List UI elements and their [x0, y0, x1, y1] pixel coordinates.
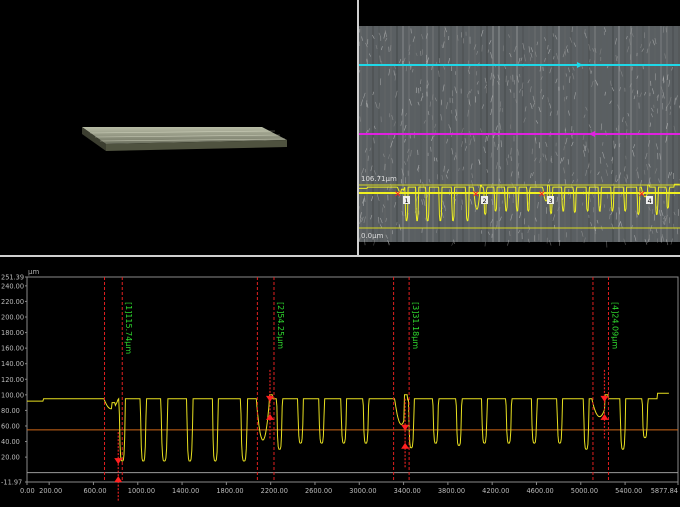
x-tick-label: 600.00: [83, 487, 106, 495]
marker-cross-icon: ✕: [538, 190, 546, 200]
marker-cross-icon: ✕: [394, 190, 402, 200]
3d-surface-end: [82, 127, 106, 151]
x-tick-label: 2600.00: [305, 487, 332, 495]
x-tick-label: 3800.00: [438, 487, 465, 495]
y-tick-label: 200.00: [1, 314, 24, 322]
x-axis-ticks: 0.00 200.00 600.00 1000.00 1400.00 1800.00 220…: [20, 482, 679, 495]
measure-value-label: [2]54.25μm: [276, 302, 285, 349]
marker-label-4: 4: [648, 197, 652, 205]
y-tick-label: 220.00: [1, 298, 24, 306]
measure-marker-4[interactable]: ✕ 4: [638, 190, 653, 205]
marker-label-1: 1: [405, 197, 409, 205]
x-tick-label: 3400.00: [394, 487, 421, 495]
y-unit-label: μm: [28, 268, 39, 276]
measure-markers: ✕ 1 ✕ 2 ✕ 3 ✕ 4: [394, 190, 653, 205]
optical-image-panel[interactable]: 106.71μm 0.0μm ✕ 1 ✕ 2 ✕ 3 ✕ 4: [359, 0, 680, 255]
3d-surface-render[interactable]: [0, 0, 357, 255]
panel-divider-horizontal[interactable]: [0, 255, 680, 257]
x-tick-label: 5400.00: [615, 487, 642, 495]
measure-arrow-down-icon: [401, 424, 410, 431]
x-tick-label: 4600.00: [526, 487, 553, 495]
x-tick-label: 0.00: [20, 487, 35, 495]
profile-chart-panel[interactable]: μm 251.39 240.00 220.00 200.00 180.00 160.00 1…: [0, 257, 680, 507]
measure-marker-1[interactable]: ✕ 1: [394, 190, 410, 205]
measurement-1[interactable]: [1]115.74μm: [104, 277, 134, 503]
x-tick-label: 1000.00: [128, 487, 155, 495]
y-tick-label: -11.97: [1, 479, 22, 487]
y-tick-label: 140.00: [1, 360, 24, 368]
measurement-4[interactable]: [4]24.09μm: [592, 277, 620, 482]
y-tick-label: 120.00: [1, 376, 24, 384]
measure-arrow-down-icon: [600, 395, 609, 402]
x-tick-label: 2200.00: [261, 487, 288, 495]
marker-label-3: 3: [549, 197, 553, 205]
x-tick-label: 5000.00: [571, 487, 598, 495]
measure-arrow-up-icon: [265, 413, 274, 420]
x-tick-label: 1800.00: [216, 487, 243, 495]
measure-arrow-up-icon: [600, 413, 609, 420]
measure-arrow-up-icon: [114, 476, 123, 483]
marker-cross-icon: ✕: [472, 190, 480, 200]
x-tick-label: 3000.00: [349, 487, 376, 495]
marker-label-2: 2: [483, 197, 487, 205]
x-tick-label: 1400.00: [172, 487, 199, 495]
measurement-2[interactable]: [2]54.25μm: [256, 277, 285, 482]
cyan-line-arrow-icon: [577, 62, 583, 68]
optical-image[interactable]: 106.71μm 0.0μm ✕ 1 ✕ 2 ✕ 3 ✕ 4: [359, 0, 680, 255]
measure-marker-3[interactable]: ✕ 3: [538, 190, 554, 205]
y-tick-label: 240.00: [1, 282, 24, 290]
y-tick-label: 20.00: [1, 454, 20, 462]
measure-arrow-up-icon: [401, 442, 410, 449]
measure-value-label: [3]31.18μm: [411, 302, 420, 349]
x-tick-label: 4200.00: [482, 487, 509, 495]
y-tick-label: 251.39: [1, 274, 24, 282]
x-tick-label: 5877.84: [651, 487, 678, 495]
y-tick-label: 60.00: [1, 422, 20, 430]
profile-curve: [27, 392, 669, 462]
measurement-overlays: [1]115.74μm [2]54.25μm [3]31.18μm [4]24.09μ…: [104, 277, 620, 503]
measure-value-label: [4]24.09μm: [610, 302, 619, 349]
measure-arrow-down-icon: [265, 395, 274, 402]
y-tick-label: 80.00: [1, 407, 20, 415]
measure-value-label: [1]115.74μm: [124, 302, 133, 354]
3d-surface-side: [106, 140, 287, 151]
measure-arrow-down-icon: [114, 458, 123, 465]
scale-label-top: 106.71μm: [361, 175, 397, 183]
measurement-3[interactable]: [3]31.18μm: [393, 277, 421, 482]
y-tick-label: 160.00: [1, 345, 24, 353]
x-tick-label: 200.00: [39, 487, 62, 495]
panel-divider-vertical[interactable]: [357, 0, 359, 255]
marker-cross-icon: ✕: [638, 190, 646, 200]
3d-view-panel[interactable]: [0, 0, 357, 255]
y-tick-label: 40.00: [1, 438, 20, 446]
scale-label-bottom: 0.0μm: [361, 232, 384, 240]
magenta-line-arrow-icon: [589, 131, 595, 137]
overlay-profile-curve: [359, 183, 680, 222]
y-tick-label: 100.00: [1, 391, 24, 399]
measure-marker-2[interactable]: ✕ 2: [472, 190, 488, 205]
y-tick-label: 180.00: [1, 329, 24, 337]
